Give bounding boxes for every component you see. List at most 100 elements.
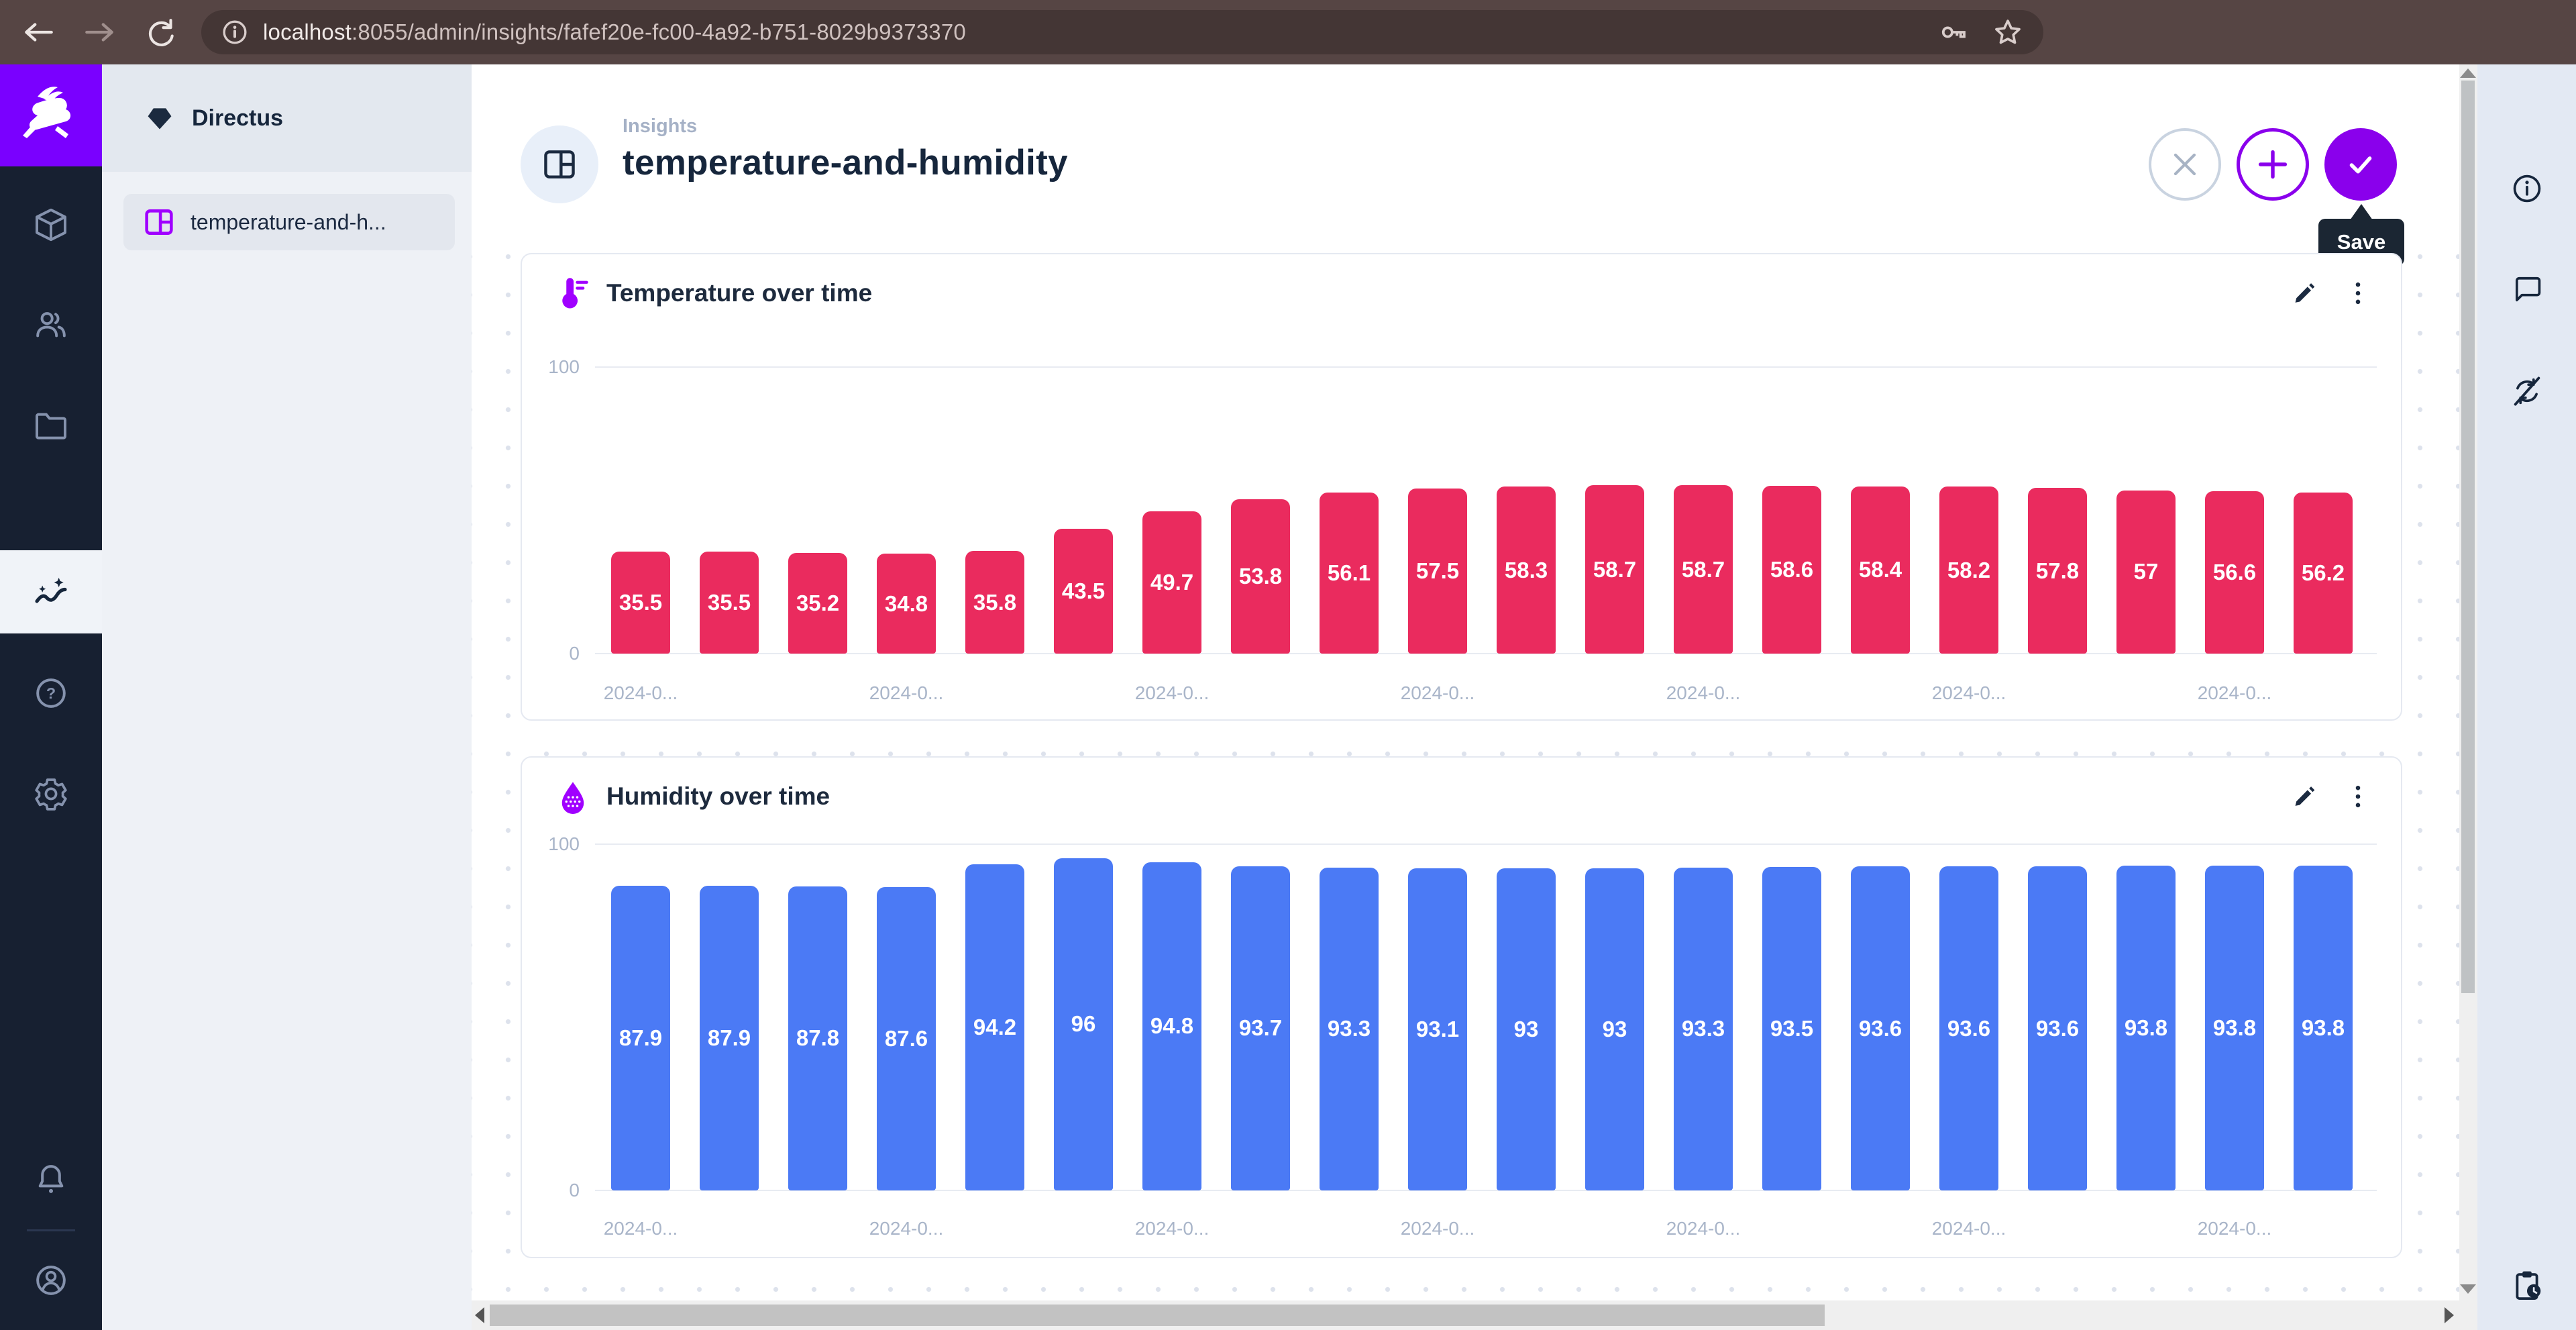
breadcrumb[interactable]: Insights	[623, 115, 698, 137]
edit-panel-button[interactable]	[2286, 274, 2323, 312]
sidebar-activity-button[interactable]	[2477, 1245, 2576, 1326]
bar-value-label: 94.8	[1150, 1013, 1194, 1039]
bar	[1497, 868, 1556, 1190]
add-panel-button[interactable]	[2237, 128, 2309, 201]
bar-value-label: 93.6	[1947, 1015, 1991, 1041]
page-title: temperature-and-humidity	[623, 143, 1068, 183]
bar	[2205, 865, 2264, 1190]
pencil-icon	[2295, 283, 2315, 303]
bar-value-label: 93.5	[1770, 1015, 1814, 1041]
account-button[interactable]	[0, 1239, 102, 1322]
bar-value-label: 93.3	[1681, 1016, 1725, 1041]
comment-bubble-icon	[2515, 276, 2540, 302]
module-insights-active[interactable]	[0, 550, 102, 633]
scroll-up-arrow[interactable]	[2460, 68, 2476, 78]
vertical-scrollbar-thumb[interactable]	[2461, 81, 2475, 993]
panel-menu-button[interactable]	[2339, 778, 2377, 815]
bar-value-label: 93.3	[1327, 1016, 1371, 1041]
sidebar-auto-refresh-off-button[interactable]	[2477, 351, 2576, 431]
scroll-right-arrow[interactable]	[2445, 1307, 2454, 1323]
nav-item-dashboard[interactable]: temperature-and-h...	[123, 194, 455, 250]
browser-back-button[interactable]	[16, 9, 62, 55]
address-bar[interactable]: localhost:8055/admin/insights/fafef20e-f…	[201, 10, 2043, 54]
bar-value-label: 58.3	[1504, 557, 1548, 582]
password-key-icon[interactable]	[1939, 17, 1968, 47]
bar	[1585, 868, 1644, 1190]
x-axis-tick-label: 2024-0...	[2197, 1218, 2272, 1239]
y-axis-label-min: 0	[569, 643, 580, 664]
bar-value-label: 58.7	[1593, 556, 1637, 582]
auto-refresh-off-icon	[2514, 376, 2540, 406]
bar	[1054, 858, 1113, 1190]
users-icon	[36, 312, 66, 338]
bar	[965, 551, 1024, 654]
sidebar-comments-button[interactable]	[2477, 249, 2576, 329]
panel-temperature[interactable]: Temperature over time 100 0 35.5 2024-0..…	[521, 253, 2402, 721]
horizontal-scrollbar-thumb[interactable]	[490, 1305, 1825, 1326]
bar-value-label: 87.8	[796, 1025, 840, 1051]
bar	[1851, 866, 1910, 1190]
directus-logo[interactable]	[0, 64, 102, 166]
scroll-down-arrow[interactable]	[2460, 1284, 2476, 1294]
bar-value-label: 93	[1513, 1017, 1539, 1042]
bar	[788, 552, 847, 654]
bar	[2116, 865, 2176, 1190]
bar	[2294, 865, 2353, 1190]
bar	[2116, 490, 2176, 654]
x-axis-tick-label: 2024-0...	[1931, 682, 2006, 703]
bar-value-label: 93.6	[1858, 1015, 1902, 1041]
panel-menu-button[interactable]	[2339, 274, 2377, 312]
vertical-dots-icon	[2355, 785, 2361, 808]
bar	[1231, 499, 1290, 654]
cancel-button[interactable]	[2149, 128, 2221, 201]
bar	[1320, 867, 1379, 1190]
browser-chrome-bar: localhost:8055/admin/insights/fafef20e-f…	[0, 0, 2576, 64]
right-sidebar	[2477, 64, 2576, 1330]
module-users[interactable]	[0, 283, 102, 366]
x-axis-tick-label: 2024-0...	[1931, 1218, 2006, 1239]
bar-value-label: 58.7	[1681, 556, 1725, 582]
bookmark-star-icon[interactable]	[1992, 17, 2023, 48]
humidity-drop-icon	[561, 782, 584, 814]
bar	[1054, 529, 1113, 654]
check-icon	[2349, 156, 2372, 174]
url-host: localhost	[263, 19, 352, 44]
module-content[interactable]	[0, 183, 102, 266]
scroll-left-arrow[interactable]	[475, 1307, 484, 1323]
bar	[1851, 486, 1910, 654]
browser-reload-button[interactable]	[137, 9, 182, 55]
notifications-button[interactable]	[0, 1138, 102, 1221]
bar	[1939, 866, 1998, 1190]
browser-forward-button[interactable]	[76, 9, 122, 55]
bar-value-label: 57.8	[2035, 558, 2080, 583]
save-button[interactable]	[2324, 128, 2397, 201]
bar-value-label: 93.7	[1238, 1015, 1283, 1041]
bar	[965, 864, 1024, 1190]
module-settings[interactable]	[0, 752, 102, 835]
panel-humidity[interactable]: Humidity over time 100 0 87.9 2024-0... 87…	[521, 756, 2402, 1258]
bar	[1762, 866, 1821, 1190]
bar	[611, 552, 670, 654]
url-path: :8055/admin/insights/fafef20e-fc00-4a92-…	[352, 19, 966, 44]
dashboard-icon	[544, 150, 575, 178]
tooltip-arrow	[2350, 204, 2373, 220]
bar-value-label: 35.5	[619, 590, 663, 615]
module-files[interactable]	[0, 384, 102, 467]
bar	[1408, 489, 1467, 654]
project-header[interactable]: Directus	[102, 64, 472, 172]
edit-panel-button[interactable]	[2286, 778, 2323, 815]
sidebar-info-button[interactable]	[2477, 148, 2576, 229]
module-bar-divider	[27, 1229, 75, 1231]
bar	[2294, 493, 2353, 654]
bar	[1320, 493, 1379, 654]
project-gem-icon	[148, 108, 172, 130]
x-axis-tick-label: 2024-0...	[603, 682, 678, 703]
bar	[1674, 867, 1733, 1190]
y-axis-label-max: 100	[548, 833, 580, 854]
bar	[877, 554, 936, 654]
rabbit-logo-icon	[23, 87, 71, 138]
bar	[2028, 488, 2087, 654]
bar-value-label: 93	[1602, 1017, 1627, 1042]
bar-value-label: 57.5	[1415, 558, 1460, 584]
module-help[interactable]: ?	[0, 652, 102, 735]
